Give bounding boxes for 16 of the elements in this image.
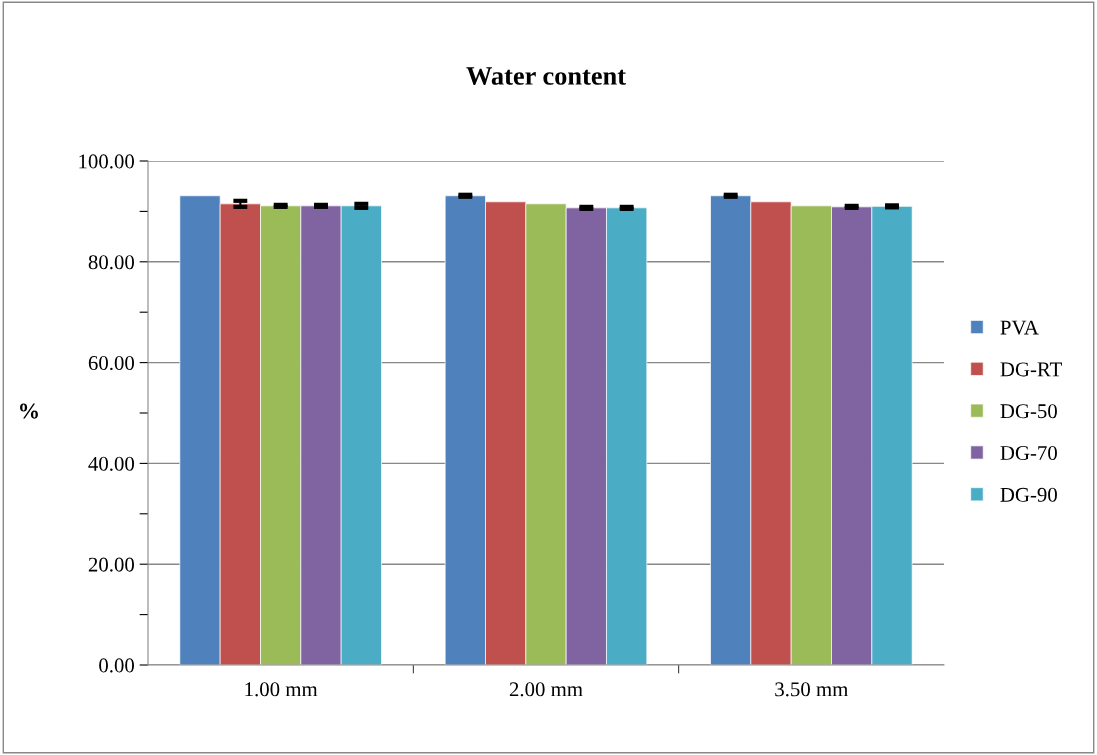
y-axis-title: % — [20, 403, 38, 419]
legend-label: DG-90 — [1000, 487, 1057, 502]
y-tick-label: 100.00 — [79, 154, 135, 169]
legend-label: PVA — [1000, 320, 1039, 335]
y-tick-label: 20.00 — [88, 557, 135, 572]
x-tick-label: 1.00 mm — [245, 682, 318, 697]
y-tick-label: 60.00 — [88, 355, 135, 371]
legend-label: DG-50 — [1000, 404, 1057, 419]
chart-title: Water content — [466, 67, 626, 86]
y-tick-label: 80.00 — [88, 255, 135, 270]
legend-label: DG-RT — [1000, 362, 1062, 377]
y-tick-label: 40.00 — [88, 456, 135, 471]
x-tick-label: 3.50 mm — [775, 682, 849, 697]
legend-label: DG-70 — [1000, 445, 1057, 461]
x-tick-label: 2.00 mm — [509, 682, 583, 697]
y-tick-label: 0.00 — [99, 658, 135, 673]
